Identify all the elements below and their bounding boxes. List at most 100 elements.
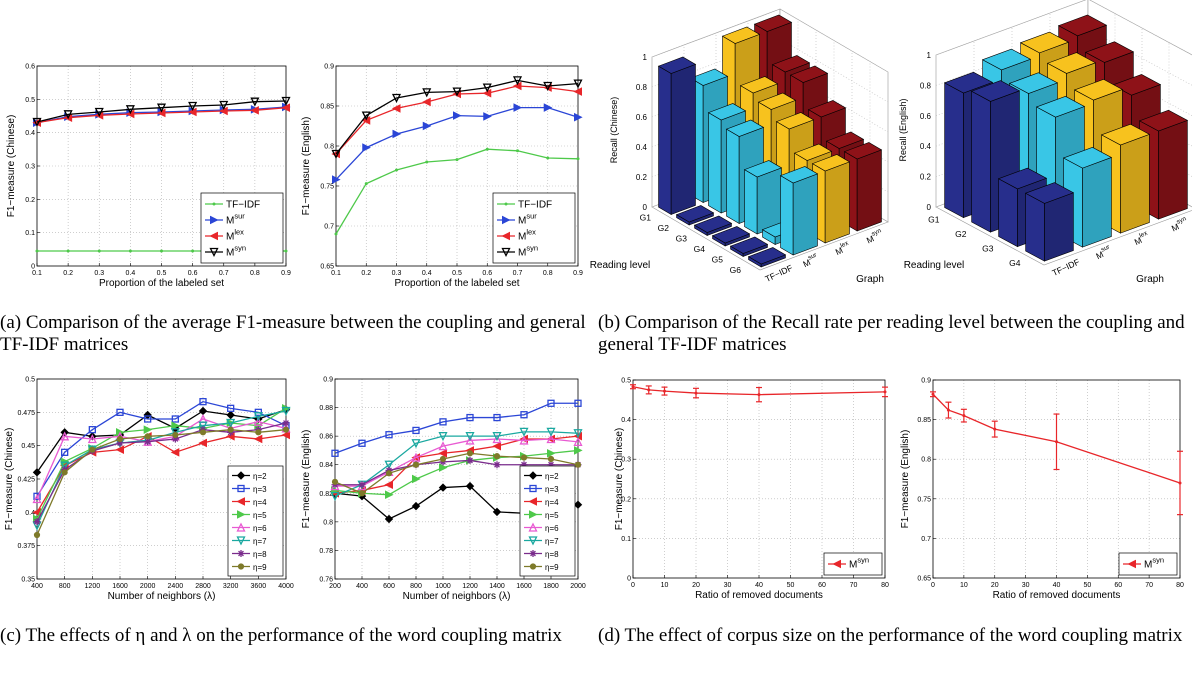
data-point <box>199 429 207 436</box>
x-tick-label: 1000 <box>435 583 451 590</box>
y-tick-label: 0.45 <box>21 443 35 450</box>
x-tick-label: 0.9 <box>281 270 291 277</box>
data-point <box>519 435 529 445</box>
data-point <box>250 97 260 107</box>
data-point <box>573 87 582 96</box>
legend-entry: η=2 <box>253 472 267 481</box>
y-tick-label: 0.75 <box>320 184 334 191</box>
y-tick-label: 0.35 <box>21 577 35 584</box>
y-tick-label: 0.375 <box>17 543 35 550</box>
data-point <box>253 434 263 444</box>
data-point <box>438 431 448 442</box>
y-tick-label: 0.76 <box>319 577 333 584</box>
bar-top <box>1008 72 1059 94</box>
x-tick-label: 1600 <box>112 583 128 590</box>
bar-top <box>657 56 697 74</box>
data-point <box>116 408 124 416</box>
x-tick-label: 0.4 <box>422 270 432 277</box>
legend-box <box>519 465 576 577</box>
data-point <box>439 455 447 463</box>
level-tick-label: G3 <box>676 233 688 243</box>
data-point <box>516 149 519 153</box>
data-point <box>543 81 553 91</box>
legend-entry: η=5 <box>253 511 267 520</box>
series-line <box>36 434 287 513</box>
series-line <box>335 459 578 486</box>
data-point <box>573 79 583 89</box>
z-gridline <box>651 8 889 73</box>
series-line <box>334 452 579 495</box>
data-point <box>385 490 394 500</box>
y-tick-label: 0 <box>31 264 35 271</box>
x-tick-label: 0.6 <box>188 270 198 277</box>
z-tick-label: 0 <box>643 203 648 212</box>
x-axis-label: Ratio of removed documents <box>993 590 1121 601</box>
method-tick-label: Mlex <box>833 239 853 257</box>
method-tick-label: Mlex <box>1132 229 1152 247</box>
data-point <box>993 427 997 431</box>
x-tick-label: 50 <box>787 582 795 589</box>
legend-swatch-marker <box>528 536 538 546</box>
x-tick-label: 200 <box>329 583 341 590</box>
legend-entry: Mlex <box>518 228 536 243</box>
data-point <box>412 474 421 484</box>
series-line <box>335 79 579 155</box>
plot-frame <box>335 65 579 267</box>
legend-swatch-marker <box>209 231 218 241</box>
caption-d: (d) The effect of corpus size on the per… <box>598 625 1183 646</box>
data-point <box>547 455 555 463</box>
bar-top <box>743 160 783 178</box>
bar-top <box>693 215 733 233</box>
bar <box>1024 182 1075 262</box>
method-tick-label: Msur <box>801 251 821 269</box>
data-point <box>547 461 555 469</box>
bar-top <box>753 14 793 32</box>
data-point <box>574 112 583 122</box>
y-tick-label: 0.9 <box>921 378 931 385</box>
x-tick-label: 400 <box>356 583 368 590</box>
x-tick-label: 0.5 <box>157 270 167 277</box>
bar-top <box>1062 146 1113 169</box>
legend-swatch-marker <box>1127 559 1136 569</box>
legend-entry: Msur <box>226 212 245 227</box>
y-tick-label: 0.2 <box>25 197 35 204</box>
bar-top <box>1100 123 1151 146</box>
bar-top <box>811 154 851 172</box>
method-tick-label: Msyn <box>1169 215 1190 233</box>
data-point <box>331 149 341 159</box>
bar <box>843 142 883 232</box>
data-point <box>694 391 698 395</box>
data-point <box>144 415 152 423</box>
x-axis-label: Ratio of removed documents <box>695 590 823 601</box>
data-point <box>483 112 492 121</box>
x-tick-label: 800 <box>59 583 71 590</box>
x-tick-label: 0.9 <box>573 270 583 277</box>
y-tick-label: 0.4 <box>25 130 35 137</box>
data-point <box>1178 481 1182 485</box>
data-point <box>576 157 580 161</box>
data-point <box>282 426 290 433</box>
data-point <box>466 456 474 464</box>
data-point <box>88 426 96 434</box>
legend-box <box>227 465 284 577</box>
legend-swatch-marker <box>529 484 537 493</box>
y-axis-label: F1−measure (English) <box>301 430 312 529</box>
legend: η=2 η=3 η=4 η=5 η=6 η=7 η=8 η=9 <box>227 465 284 577</box>
y-axis-label: F1−measure (Chinese) <box>6 115 17 218</box>
y-tick-label: 0.65 <box>917 576 931 583</box>
legend-swatch-marker <box>237 510 246 519</box>
legend-swatch-marker <box>528 497 537 506</box>
x-tick-label: 2000 <box>140 583 156 590</box>
data-point <box>1055 440 1058 444</box>
x-tick-label: 20 <box>692 582 700 589</box>
data-point <box>332 175 341 184</box>
x-tick-label: 40 <box>1053 582 1061 589</box>
legend-entry: η=3 <box>253 485 267 494</box>
data-point <box>574 399 582 407</box>
chart-d1: 0 10 20 30 40 50 60 70 80 0 0.1 0.2 0.3 0.4 0.5 Ratio o… <box>614 378 889 602</box>
y-tick-label: 0.475 <box>17 410 35 417</box>
legend-swatch-marker <box>502 215 511 225</box>
x-tick-label: 70 <box>1145 582 1153 589</box>
data-point <box>946 408 950 412</box>
bar-top <box>725 119 765 137</box>
